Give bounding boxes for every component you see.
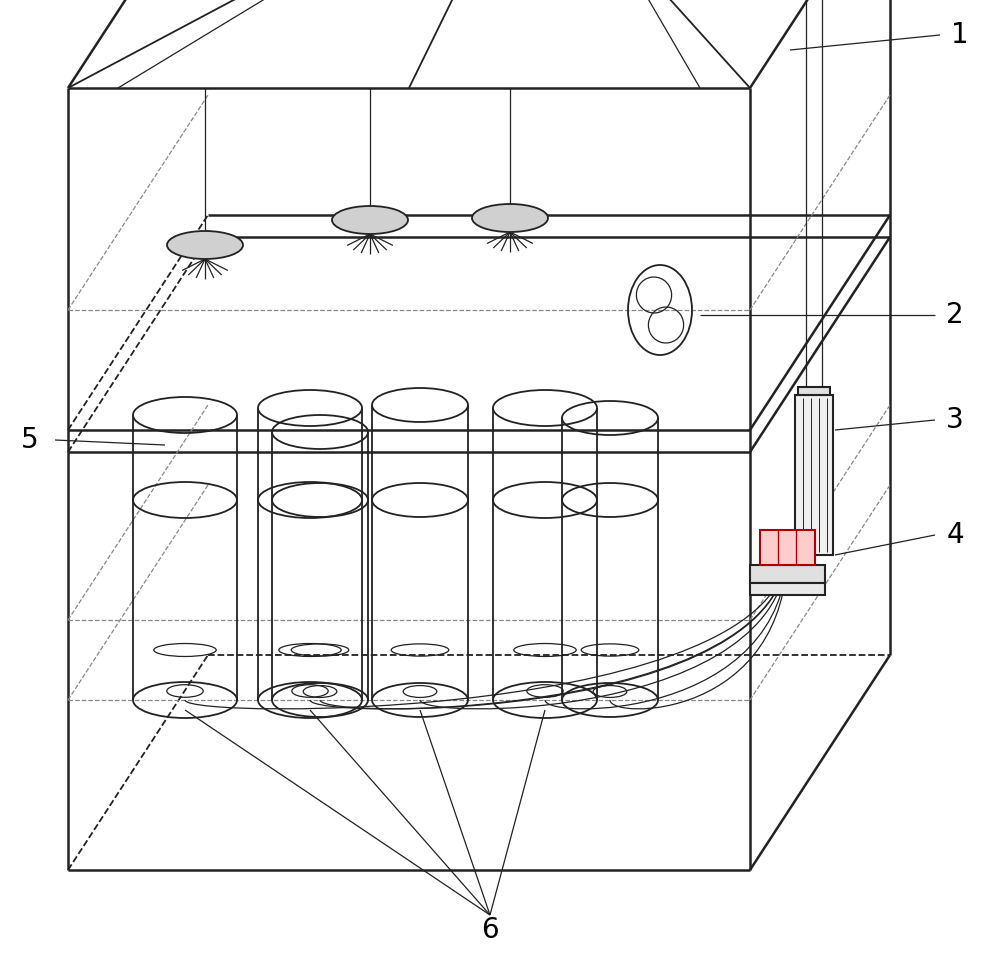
Ellipse shape bbox=[167, 231, 243, 259]
Bar bbox=[750, 583, 825, 595]
Text: 1: 1 bbox=[951, 21, 969, 49]
Ellipse shape bbox=[332, 206, 408, 234]
Text: 4: 4 bbox=[946, 521, 964, 549]
Text: 6: 6 bbox=[481, 916, 499, 944]
Bar bbox=[760, 530, 815, 565]
Ellipse shape bbox=[472, 204, 548, 232]
Bar bbox=[795, 395, 833, 555]
Text: 5: 5 bbox=[21, 426, 39, 454]
Bar bbox=[798, 387, 830, 395]
Text: 2: 2 bbox=[946, 301, 964, 329]
Bar bbox=[750, 565, 825, 583]
Text: 3: 3 bbox=[946, 406, 964, 434]
